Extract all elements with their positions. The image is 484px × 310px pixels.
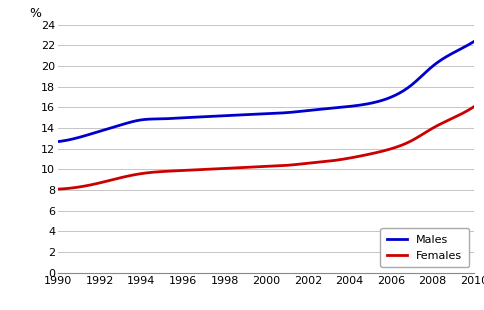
Females [303,162,309,165]
Legend: Males, Females: Males, Females [380,228,469,267]
Text: %: % [29,7,41,20]
Males [55,140,61,144]
Males [432,62,438,66]
Males [310,108,316,112]
Females [57,187,62,191]
Females [310,161,316,165]
Females [302,162,307,166]
Line: Males: Males [58,41,474,142]
Males [406,85,412,89]
Males [471,39,477,43]
Males [57,140,62,143]
Line: Females: Females [58,106,474,189]
Males [302,109,307,113]
Males [303,109,309,113]
Females [432,125,438,129]
Females [55,187,61,191]
Females [406,140,412,144]
Females [471,104,477,108]
